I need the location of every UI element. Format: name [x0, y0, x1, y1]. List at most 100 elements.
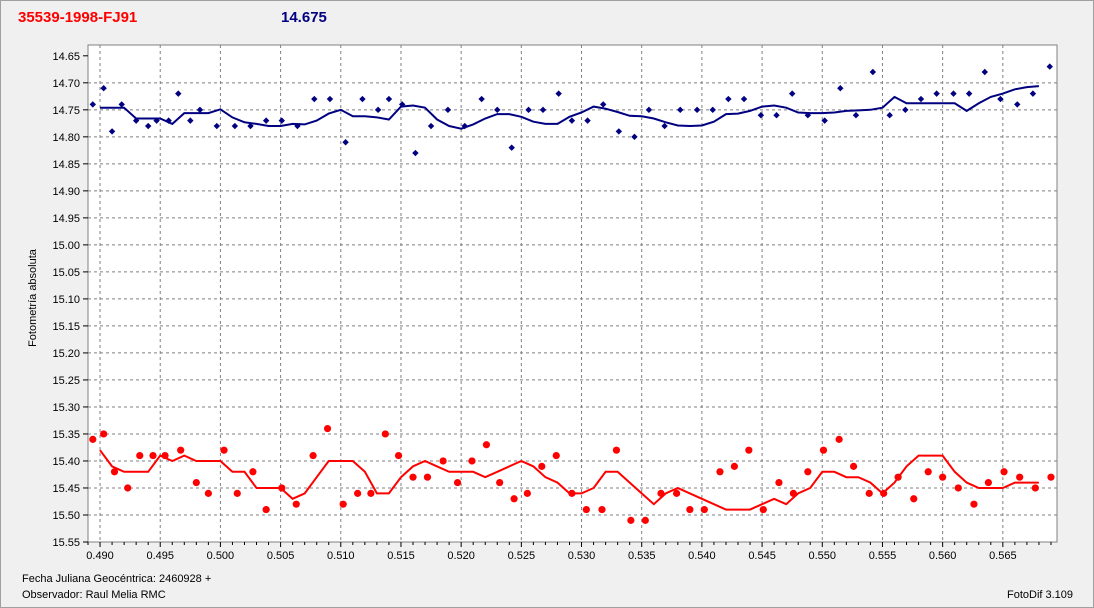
x-tick-label: 0.500 [207, 550, 235, 562]
x-tick-label: 0.505 [267, 550, 295, 562]
x-tick-label: 0.535 [628, 550, 656, 562]
y-tick-label: 15.20 [52, 348, 80, 360]
date-footer: Fecha Juliana Geocéntrica: 2460928 + [22, 573, 212, 585]
top-point [478, 95, 485, 103]
bottom-point [835, 435, 843, 443]
y-tick-label: 14.80 [52, 132, 80, 144]
top-point [1046, 63, 1053, 70]
bottom-point [149, 451, 157, 460]
bottom-point [220, 446, 228, 454]
bottom-point [627, 516, 635, 524]
bottom-point [552, 451, 560, 460]
top-point [615, 128, 623, 135]
top-point [1014, 101, 1021, 108]
top-point [461, 122, 468, 130]
top-point [427, 122, 435, 130]
bottom-point [686, 505, 694, 514]
bottom-point [496, 478, 504, 487]
bottom-point [204, 489, 212, 497]
top-trend-line [100, 85, 1039, 130]
top-point [262, 117, 270, 124]
y-tick-label: 15.30 [52, 402, 80, 414]
top-point [165, 117, 172, 124]
top-point [773, 112, 780, 119]
bottom-point [970, 500, 978, 508]
bottom-point [394, 451, 403, 460]
top-point [398, 101, 406, 108]
grid-lines [88, 45, 1057, 542]
top-point [677, 106, 684, 114]
bottom-point [954, 484, 962, 492]
bottom-point [759, 505, 767, 514]
top-point [1029, 90, 1037, 97]
x-axis-ticks: 0.490 0.495 0.500 0.505 0.510 0.515 0.520 0.525… [86, 542, 1052, 562]
bottom-point [354, 489, 362, 497]
top-point [187, 117, 194, 124]
bottom-point [582, 505, 590, 514]
x-tick-label: 0.560 [929, 550, 957, 562]
top-point [740, 95, 748, 103]
bottom-point [849, 462, 858, 470]
bottom-point [423, 473, 432, 481]
bottom-point [924, 468, 932, 476]
observer-footer: Observador: Raul Melia RMC [22, 589, 166, 601]
x-tick-label: 0.510 [327, 550, 355, 562]
top-point [385, 95, 393, 103]
bottom-point [716, 468, 724, 476]
bottom-point [161, 451, 169, 460]
bottom-point [381, 430, 389, 438]
bottom-point [233, 489, 241, 497]
bottom-point [177, 446, 185, 454]
bottom-point [510, 495, 518, 503]
top-point [804, 112, 812, 119]
top-point [788, 90, 796, 97]
top-point [869, 68, 877, 76]
top-point [902, 106, 909, 114]
top-point [108, 128, 116, 135]
bottom-point [439, 457, 447, 465]
top-point [837, 85, 844, 92]
top-point [311, 95, 318, 103]
top-point [247, 122, 254, 130]
top-point [981, 68, 988, 76]
bottom-point [124, 484, 132, 492]
top-point [326, 95, 334, 103]
top-point [374, 106, 382, 114]
x-tick-label: 0.565 [989, 550, 1017, 562]
top-point [997, 95, 1004, 103]
bottom-point [100, 430, 108, 438]
top-point [539, 106, 547, 114]
top-point [821, 117, 828, 124]
y-tick-label: 14.90 [52, 186, 80, 198]
y-tick-label: 15.15 [52, 321, 80, 333]
top-point [444, 106, 452, 114]
x-tick-label: 0.490 [86, 550, 114, 562]
top-point [886, 112, 893, 119]
bottom-point [880, 489, 888, 497]
bottom-point [523, 489, 531, 497]
y-tick-label: 15.25 [52, 375, 80, 387]
top-point [933, 90, 940, 97]
bottom-point [249, 468, 257, 476]
bottom-point [262, 505, 270, 514]
y-tick-label: 15.35 [52, 429, 80, 441]
bottom-point [700, 505, 708, 514]
x-tick-label: 0.555 [869, 550, 897, 562]
top-point [412, 149, 419, 157]
bottom-point [309, 451, 317, 460]
top-point [196, 106, 204, 114]
y-tick-label: 15.45 [52, 483, 80, 495]
top-point [494, 106, 501, 114]
bottom-point [409, 473, 417, 481]
bottom-point [598, 505, 606, 514]
bottom-point [865, 489, 873, 497]
bottom-point [323, 424, 332, 433]
bottom-point [745, 446, 753, 454]
software-footer: FotoDif 3.109 [1007, 589, 1074, 601]
y-tick-label: 15.10 [52, 294, 80, 306]
bottom-point [110, 468, 119, 476]
y-tick-label: 14.85 [52, 159, 80, 171]
top-point [278, 117, 285, 124]
top-point [213, 122, 220, 130]
